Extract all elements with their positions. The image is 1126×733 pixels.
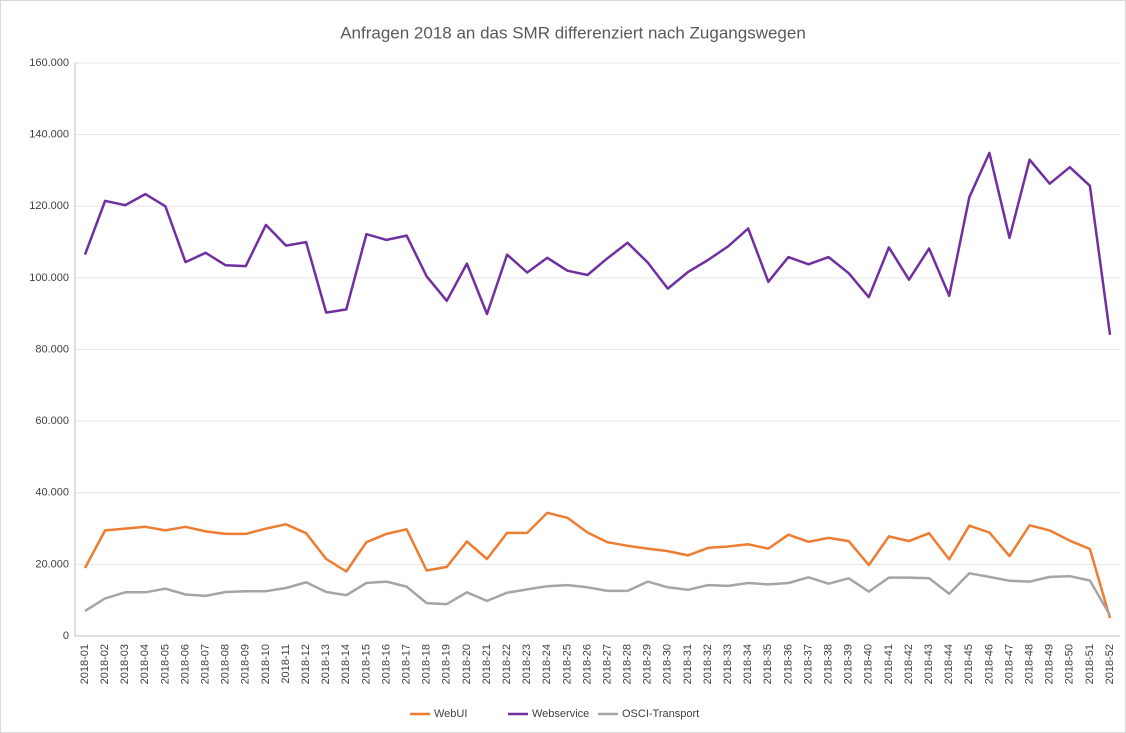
y-tick-label: 160.000: [29, 57, 69, 69]
x-tick-label: 2018-51: [1084, 644, 1096, 684]
x-tick-label: 2018-19: [441, 644, 453, 684]
x-tick-label: 2018-03: [119, 644, 131, 684]
x-tick-label: 2018-35: [762, 644, 774, 684]
y-tick-label: 140.000: [29, 129, 69, 141]
x-tick-label: 2018-12: [300, 644, 312, 684]
x-tick-label: 2018-49: [1044, 644, 1056, 684]
x-tick-label: 2018-28: [622, 644, 634, 684]
x-tick-label: 2018-43: [923, 644, 935, 684]
legend-label: OSCI-Transport: [622, 708, 699, 720]
x-tick-label: 2018-08: [220, 644, 232, 684]
x-tick-label: 2018-32: [702, 644, 714, 684]
chart-title: Anfragen 2018 an das SMR differenziert n…: [340, 23, 806, 42]
series-line: [83, 151, 1112, 335]
x-tick-label: 2018-50: [1064, 644, 1076, 684]
series-line: [84, 572, 1112, 616]
x-tick-label: 2018-31: [682, 644, 694, 684]
x-tick-label: 2018-16: [380, 644, 392, 684]
y-tick-label: 0: [63, 630, 69, 642]
x-tick-label: 2018-45: [963, 644, 975, 684]
x-tick-label: 2018-14: [340, 644, 352, 684]
x-tick-label: 2018-10: [260, 644, 272, 684]
x-tick-label: 2018-24: [541, 644, 553, 684]
y-tick-label: 80.000: [35, 343, 69, 355]
x-tick-label: 2018-15: [360, 644, 372, 684]
x-tick-label: 2018-23: [521, 644, 533, 684]
x-tick-label: 2018-34: [742, 644, 754, 684]
x-tick-label: 2018-44: [943, 644, 955, 684]
x-tick-label: 2018-29: [642, 644, 654, 684]
x-tick-label: 2018-42: [903, 644, 915, 684]
x-tick-label: 2018-02: [99, 644, 111, 684]
legend-label: Webservice: [532, 708, 589, 720]
x-tick-label: 2018-07: [200, 644, 212, 684]
y-tick-label: 60.000: [35, 415, 69, 427]
x-tick-label: 2018-25: [561, 644, 573, 684]
x-tick-label: 2018-05: [159, 644, 171, 684]
x-tick-label: 2018-04: [139, 644, 151, 684]
series-line: [83, 511, 1112, 619]
x-tick-label: 2018-27: [601, 644, 613, 684]
x-tick-label: 2018-17: [400, 644, 412, 684]
x-tick-label: 2018-36: [782, 644, 794, 684]
x-tick-label: 2018-30: [662, 644, 674, 684]
x-tick-label: 2018-52: [1104, 644, 1116, 684]
x-tick-label: 2018-37: [802, 644, 814, 684]
y-tick-label: 20.000: [35, 558, 69, 570]
legend-label: WebUI: [434, 708, 467, 720]
x-tick-label: 2018-41: [883, 644, 895, 684]
x-tick-label: 2018-18: [421, 644, 433, 684]
x-tick-label: 2018-11: [280, 644, 292, 684]
x-tick-label: 2018-38: [823, 644, 835, 684]
x-tick-label: 2018-47: [1003, 644, 1015, 684]
x-tick-label: 2018-21: [481, 644, 493, 684]
x-tick-label: 2018-33: [722, 644, 734, 684]
y-tick-label: 100.000: [29, 272, 69, 284]
x-tick-label: 2018-22: [501, 644, 513, 684]
x-tick-label: 2018-06: [179, 644, 191, 684]
x-tick-label: 2018-26: [581, 644, 593, 684]
x-tick-label: 2018-46: [983, 644, 995, 684]
x-tick-label: 2018-09: [240, 644, 252, 684]
x-tick-label: 2018-39: [843, 644, 855, 684]
x-tick-label: 2018-13: [320, 644, 332, 684]
x-tick-label: 2018-48: [1023, 644, 1035, 684]
x-tick-label: 2018-40: [863, 644, 875, 684]
x-tick-label: 2018-20: [461, 644, 473, 684]
x-tick-label: 2018-01: [79, 644, 91, 684]
y-tick-label: 40.000: [35, 487, 69, 499]
y-tick-label: 120.000: [29, 200, 69, 212]
